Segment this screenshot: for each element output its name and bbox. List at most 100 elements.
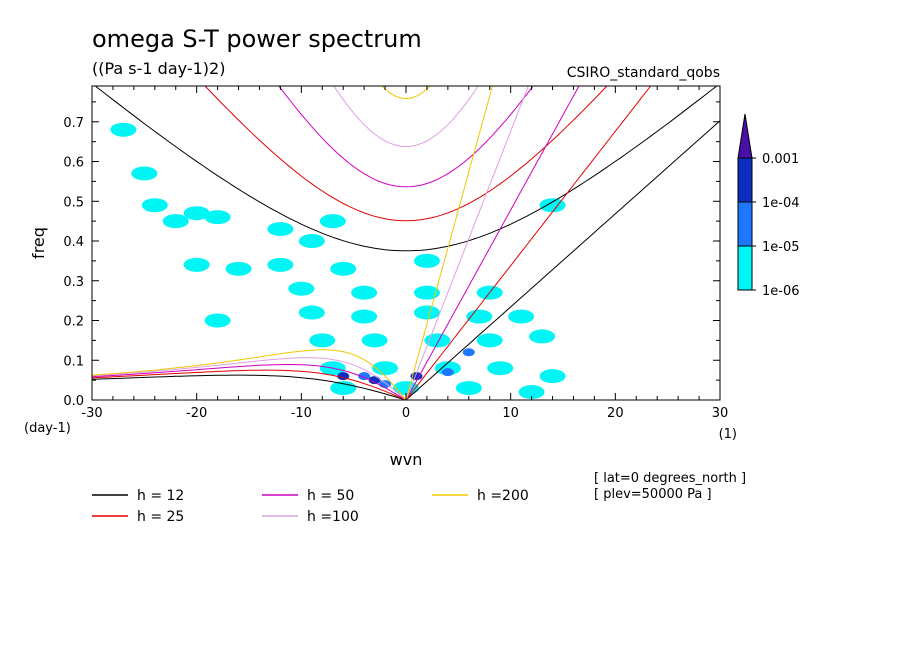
shaded-region xyxy=(424,333,451,348)
shaded-region xyxy=(288,281,315,296)
x-tick-label: 30 xyxy=(712,406,729,421)
y-tick-label: 0.0 xyxy=(63,394,84,409)
chart-title: omega S-T power spectrum xyxy=(92,25,422,53)
shaded-region xyxy=(413,285,440,300)
y-tick-label: 0.4 xyxy=(63,235,84,250)
shaded-region xyxy=(529,329,556,344)
power-shading xyxy=(110,122,566,400)
shaded-region xyxy=(330,381,357,396)
annotation-plev: [ plev=50000 Pa ] xyxy=(594,487,712,502)
y-tick-label: 0.1 xyxy=(63,354,84,369)
shaded-region xyxy=(455,381,482,396)
legend: h = 12 h = 25 h = 50 h =100 h =200 xyxy=(92,488,529,525)
shaded-region xyxy=(330,261,357,276)
colorbar: 0.001 1e-04 1e-05 1e-06 xyxy=(737,113,800,299)
inertia-gravity-curve xyxy=(278,86,534,188)
shaded-region xyxy=(508,309,535,324)
shaded-region xyxy=(539,369,566,384)
y-tick-label: 0.6 xyxy=(63,156,84,171)
y-tick-label: 0.5 xyxy=(63,195,84,210)
shaded-region xyxy=(110,122,137,137)
shaded-region xyxy=(413,253,440,268)
shaded-region xyxy=(162,214,189,229)
shaded-region xyxy=(298,305,325,320)
y-axis: 0.0 0.1 0.2 0.3 0.4 0.5 0.6 0.7 xyxy=(63,101,720,409)
kelvin-wave-curve xyxy=(405,86,529,400)
kelvin-wave-curve xyxy=(405,120,720,400)
rossby-wave-curve xyxy=(92,374,407,400)
shaded-region xyxy=(462,348,475,357)
shaded-region xyxy=(351,309,378,324)
x-axis: -30 -20 -10 0 10 20 30 xyxy=(81,86,728,421)
shaded-region xyxy=(361,333,388,348)
rossby-wave-curve xyxy=(92,349,407,400)
rossby-wave-curve xyxy=(92,357,407,400)
x-tick-label: -30 xyxy=(81,406,102,421)
x-axis-label: wvn xyxy=(390,450,423,469)
y-unit-label: (day-1) xyxy=(24,421,71,436)
rossby-wave-curve xyxy=(92,364,407,400)
inertia-gravity-curve xyxy=(333,86,479,148)
shaded-region xyxy=(372,361,399,376)
x-tick-label: 0 xyxy=(402,406,410,421)
legend-label: h = 25 xyxy=(137,509,184,525)
shaded-region xyxy=(131,166,158,181)
shaded-region xyxy=(204,313,231,328)
colorbar-triangle xyxy=(737,113,753,159)
shaded-region xyxy=(141,198,168,213)
shaded-region xyxy=(441,368,454,377)
dataset-label: CSIRO_standard_qobs xyxy=(567,65,720,81)
y-tick-label: 0.3 xyxy=(63,275,84,290)
x-tick-label: -20 xyxy=(186,406,207,421)
rossby-wave-curve xyxy=(92,369,407,400)
legend-label: h =100 xyxy=(307,509,359,525)
x-unit-label: (1) xyxy=(719,427,737,442)
inertia-gravity-curve xyxy=(381,86,431,100)
shaded-region xyxy=(204,210,231,225)
shaded-region xyxy=(358,372,371,381)
legend-label: h = 12 xyxy=(137,488,184,504)
colorbar-segment xyxy=(737,157,753,203)
legend-label: h =200 xyxy=(477,488,529,504)
x-tick-label: -10 xyxy=(291,406,312,421)
y-tick-label: 0.7 xyxy=(63,116,84,131)
shaded-region xyxy=(225,261,252,276)
shaded-region xyxy=(351,285,378,300)
shaded-region xyxy=(267,222,294,237)
inertia-gravity-curve xyxy=(204,86,608,222)
shaded-region xyxy=(309,333,336,348)
kelvin-wave-curve xyxy=(405,86,494,400)
annotation-lat: [ lat=0 degrees_north ] xyxy=(594,471,746,486)
shaded-region xyxy=(298,234,325,249)
legend-label: h = 50 xyxy=(307,488,354,504)
y-axis-label: freq xyxy=(29,227,48,259)
shaded-region xyxy=(518,385,545,400)
shaded-region xyxy=(539,198,566,213)
annotations: [ lat=0 degrees_north ] [ plev=50000 Pa … xyxy=(594,471,746,502)
colorbar-label: 1e-05 xyxy=(762,240,800,255)
y-tick-label: 0.2 xyxy=(63,315,84,330)
kelvin-wave-curve xyxy=(405,86,652,400)
shaded-region xyxy=(183,206,210,221)
colorbar-label: 1e-06 xyxy=(762,284,800,299)
colorbar-label: 1e-04 xyxy=(762,196,800,211)
kelvin-wave-curve xyxy=(405,86,580,400)
colorbar-segment xyxy=(737,245,753,291)
shaded-region xyxy=(476,333,503,348)
title-block: omega S-T power spectrum ((Pa s-1 day-1)… xyxy=(92,25,720,81)
shaded-region xyxy=(183,257,210,272)
colorbar-label: 0.001 xyxy=(762,152,799,167)
shaded-region xyxy=(267,257,294,272)
plot-frame xyxy=(91,85,721,401)
dispersion-curves xyxy=(92,86,720,400)
inertia-gravity-curve xyxy=(94,86,718,252)
shaded-region xyxy=(413,305,440,320)
shaded-region xyxy=(487,361,514,376)
shaded-region xyxy=(466,309,493,324)
x-tick-label: 20 xyxy=(607,406,624,421)
colorbar-segment xyxy=(737,201,753,247)
chart-subtitle: ((Pa s-1 day-1)2) xyxy=(92,59,225,78)
x-tick-label: 10 xyxy=(502,406,519,421)
shaded-region xyxy=(319,214,346,229)
